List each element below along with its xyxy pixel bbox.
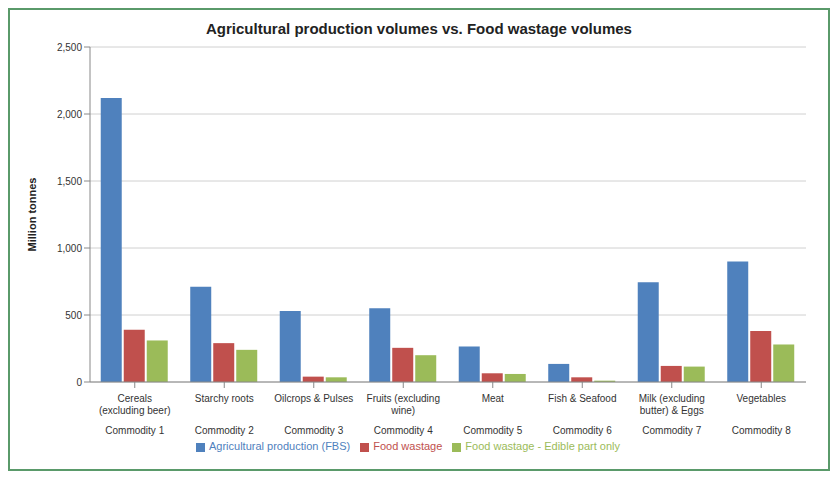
svg-text:Commodity 7: Commodity 7 bbox=[642, 425, 701, 436]
svg-text:1,500: 1,500 bbox=[57, 176, 82, 187]
svg-text:butter) & Eggs: butter) & Eggs bbox=[640, 405, 704, 416]
svg-text:Fish & Seafood: Fish & Seafood bbox=[548, 393, 616, 404]
html-text:Agricultural production volume: Agricultural production volumes vs. Food… bbox=[206, 20, 632, 37]
html-text:Food wastage - Edible part onl: Food wastage - Edible part only bbox=[465, 440, 620, 452]
svg-text:Meat: Meat bbox=[482, 393, 504, 404]
svg-text:0: 0 bbox=[76, 377, 82, 388]
svg-text:Milk (excluding: Milk (excluding bbox=[639, 393, 705, 404]
svg-text:Million tonnes: Million tonnes bbox=[26, 178, 38, 252]
svg-text:500: 500 bbox=[65, 310, 82, 321]
svg-text:Commodity 6: Commodity 6 bbox=[553, 425, 612, 436]
svg-text:Vegetables: Vegetables bbox=[737, 393, 787, 404]
svg-text:(excluding beer): (excluding beer) bbox=[99, 405, 171, 416]
svg-text:Fruits (excluding: Fruits (excluding bbox=[367, 393, 440, 404]
html-text:Food wastage: Food wastage bbox=[373, 440, 443, 452]
svg-text:wine): wine) bbox=[390, 405, 415, 416]
svg-text:Commodity 8: Commodity 8 bbox=[732, 425, 791, 436]
svg-text:Commodity 2: Commodity 2 bbox=[195, 425, 254, 436]
svg-text:1,000: 1,000 bbox=[57, 243, 82, 254]
svg-text:2,500: 2,500 bbox=[57, 42, 82, 53]
svg-text:Oilcrops & Pulses: Oilcrops & Pulses bbox=[274, 393, 353, 404]
svg-text:Commodity 5: Commodity 5 bbox=[463, 425, 522, 436]
svg-text:Commodity 3: Commodity 3 bbox=[284, 425, 343, 436]
svg-text:Cereals: Cereals bbox=[118, 393, 152, 404]
svg-text:Commodity 4: Commodity 4 bbox=[374, 425, 433, 436]
svg-text:2,000: 2,000 bbox=[57, 109, 82, 120]
svg-text:Commodity 1: Commodity 1 bbox=[105, 425, 164, 436]
html-text:Agricultural production (FBS): Agricultural production (FBS) bbox=[209, 440, 351, 452]
svg-text:Starchy roots: Starchy roots bbox=[195, 393, 254, 404]
